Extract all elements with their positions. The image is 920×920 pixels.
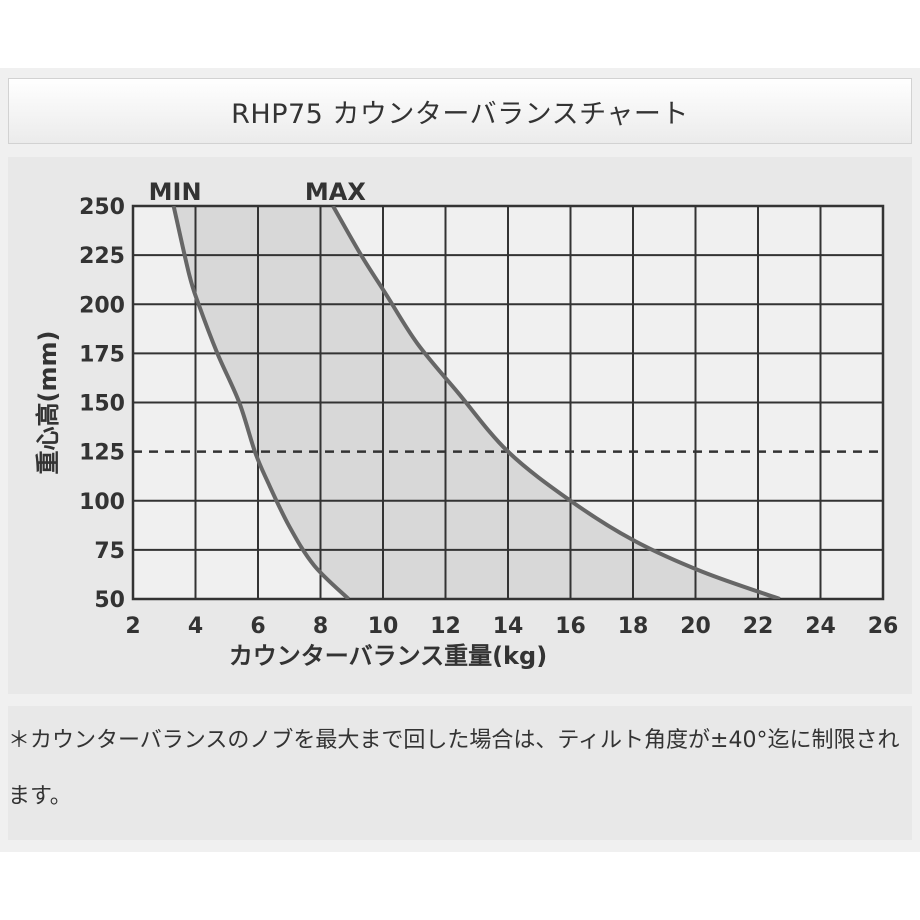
y-tick-label: 100 [79,490,125,515]
x-axis-label: カウンターバランス重量(kg) [229,642,547,670]
x-tick-label: 22 [743,614,774,639]
y-tick-label: 50 [94,588,125,613]
x-tick-label: 16 [555,614,586,639]
y-tick-label: 175 [79,342,125,367]
x-tick-label: 20 [680,614,711,639]
series-min-line [171,206,351,599]
x-tick-label: 4 [188,614,203,639]
y-axis-label: 重心高(mm) [34,331,62,475]
series-label-max: MAX [305,178,366,206]
note-panel [8,706,912,840]
x-tick-label: 2 [125,614,140,639]
y-tick-label: 200 [79,293,125,318]
y-tick-label: 150 [79,392,125,417]
page-title: RHP75 カウンターバランスチャート [231,98,689,130]
plot-border [131,204,885,601]
series-max-line [331,206,781,599]
x-tick-label: 6 [250,614,265,639]
note-text: ＊カウンターバランスのノブを最大まで回した場合は、ティルト角度が±40°迄に制限… [8,728,900,809]
x-tick-label: 24 [805,614,836,639]
y-tick-label: 250 [79,195,125,220]
x-tick-label: 8 [313,614,328,639]
y-tick-label: 75 [94,539,125,564]
series-label-min: MIN [149,178,202,206]
x-tick-label: 18 [618,614,649,639]
y-tick-label: 225 [79,244,125,269]
y-tick-label: 125 [79,441,125,466]
x-tick-label: 12 [430,614,461,639]
title-bar: RHP75 カウンターバランスチャート [8,78,912,144]
x-tick-label: 10 [368,614,399,639]
x-tick-label: 14 [493,614,524,639]
x-tick-label: 26 [868,614,899,639]
